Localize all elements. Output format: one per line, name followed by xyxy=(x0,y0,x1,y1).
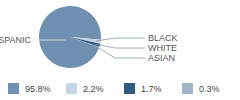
legend-label: 95.8% xyxy=(25,84,51,94)
legend-swatch xyxy=(8,83,19,94)
leader-line xyxy=(96,38,145,41)
leader-line xyxy=(95,44,145,48)
slice-label: WHITE xyxy=(148,43,177,53)
legend-label: 2.2% xyxy=(83,84,104,94)
leader-line xyxy=(95,46,145,58)
slice-label: BLACK xyxy=(148,33,178,43)
slice-labels: HISPANIC BLACKWHITEASIAN xyxy=(0,33,178,63)
legend-label: 1.7% xyxy=(141,84,162,94)
pie-slice xyxy=(39,6,101,68)
pie-slice xyxy=(70,37,100,47)
chart: HISPANIC BLACKWHITEASIAN 95.8% 2.2% 1.7% 0.3% xyxy=(0,0,240,100)
pie-slice xyxy=(70,37,101,44)
slice-label: ASIAN xyxy=(148,53,175,63)
legend-swatch xyxy=(182,83,193,94)
pie xyxy=(39,6,101,68)
legend: 95.8% 2.2% 1.7% 0.3% xyxy=(8,83,220,94)
leader-line xyxy=(33,40,66,41)
legend-swatch xyxy=(66,83,77,94)
legend-swatch xyxy=(124,83,135,94)
slice-label: HISPANIC xyxy=(0,35,31,45)
legend-label: 0.3% xyxy=(199,84,220,94)
